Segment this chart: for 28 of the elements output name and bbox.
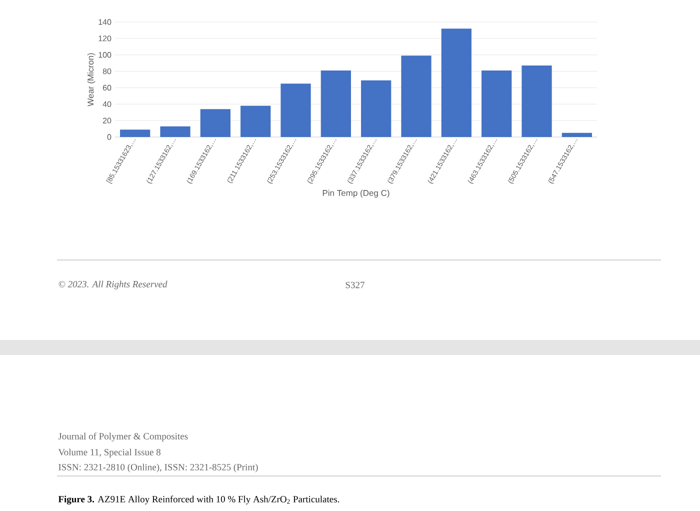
y-tick-label: 0 xyxy=(107,134,112,140)
y-tick-label: 80 xyxy=(102,68,112,74)
bar xyxy=(401,56,432,137)
bar xyxy=(320,70,351,137)
y-tick-label: 40 xyxy=(102,101,112,107)
text: Volume 11, Special Issue 8 xyxy=(58,448,160,458)
text: Figure 3. AZ91E Alloy Reinforced with 10 % Fly Ash/ZrO$_{2}$ Particulates. xyxy=(58,496,340,504)
y-tick-label: 120 xyxy=(98,36,112,42)
bar xyxy=(160,126,190,137)
bar xyxy=(361,80,392,137)
y-axis-title: Wear (Micron) xyxy=(87,53,96,106)
text: S327 xyxy=(346,282,364,288)
text: © 2023. All Rights Reserved xyxy=(58,280,168,290)
y-tick-label: 60 xyxy=(102,84,112,91)
y-tick-label: 100 xyxy=(98,52,112,58)
bar xyxy=(240,106,271,137)
bar xyxy=(522,66,552,137)
text: ISSN: 2321-2810 (Online), ISSN: 2321-8525 (Print) xyxy=(58,464,258,472)
bar xyxy=(482,70,512,137)
text: Journal of Polymer & Composites xyxy=(58,432,188,442)
bar xyxy=(441,28,472,137)
bar xyxy=(200,109,230,137)
y-tick-label: 140 xyxy=(98,19,112,25)
bar xyxy=(120,130,150,137)
bar xyxy=(280,84,311,137)
x-axis-title: Pin Temp (Deg C) xyxy=(322,190,390,198)
bar xyxy=(562,132,592,137)
y-tick-label: 20 xyxy=(102,118,112,124)
